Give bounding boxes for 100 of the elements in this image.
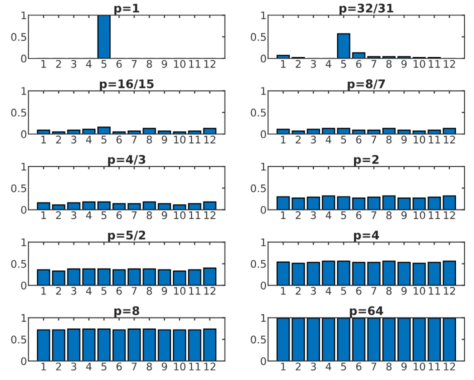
chart-title: p=32/31 [340,4,394,15]
x-tick-label: 10 [174,362,186,370]
x-tick-label: 4 [86,362,92,370]
y-tick-label: 1 [261,12,266,20]
x-tick-label: 11 [189,362,200,370]
chart-title: p=64 [350,306,384,318]
y-tick-label: 0.5 [11,33,26,41]
x-tick-label: 5 [101,362,106,370]
y-tick-label: 0.5 [11,184,26,192]
y-tick-label: 0.5 [250,108,266,117]
y-tick-label: 0.5 [250,33,266,41]
x-tick-label: 3 [310,286,316,295]
chart-title: p=8/7 [348,79,385,91]
x-tick-label: 10 [414,60,426,68]
x-tick-label: 1 [281,211,286,220]
x-tick-label: 10 [174,211,186,220]
y-tick-label: 1 [22,314,26,322]
x-tick-label: 3 [310,211,316,220]
x-tick-label: 2 [56,136,61,144]
x-tick-label: 6 [356,362,362,370]
x-tick-label: 7 [132,211,137,220]
x-tick-label: 7 [371,60,376,68]
x-tick-label: 9 [162,136,168,144]
x-tick-label: 8 [146,362,152,370]
x-tick-label: 8 [386,136,392,144]
x-tick-label: 10 [174,60,186,68]
x-tick-label: 7 [132,136,137,144]
y-tick-label: 0 [260,54,266,63]
y-tick-label: 0 [260,357,266,366]
x-tick-label: 7 [371,362,376,370]
x-tick-label: 5 [341,362,346,370]
x-tick-label: 11 [428,136,440,144]
x-tick-label: 3 [71,60,76,68]
y-tick-label: 1 [261,238,266,246]
x-tick-label: 11 [189,60,200,68]
x-tick-label: 10 [174,136,186,144]
x-tick-label: 10 [414,211,426,220]
x-tick-label: 3 [71,362,76,370]
x-tick-label: 7 [371,211,376,220]
x-tick-label: 1 [41,60,46,68]
x-tick-label: 10 [414,136,426,144]
x-tick-label: 4 [326,60,332,68]
x-tick-label: 3 [310,136,316,144]
x-tick-label: 6 [356,136,362,144]
y-tick-label: 0.5 [11,260,26,268]
x-tick-label: 12 [444,362,455,370]
x-tick-label: 8 [386,362,392,370]
x-tick-label: 8 [386,286,392,295]
x-tick-label: 8 [146,211,152,220]
y-tick-label: 1 [22,12,26,20]
chart-title: p=8 [114,306,140,318]
x-tick-label: 12 [444,211,455,220]
x-tick-label: 9 [162,60,168,68]
x-tick-label: 1 [41,362,46,370]
y-tick-label: 0.5 [11,108,26,117]
x-tick-label: 7 [132,287,137,295]
x-tick-label: 5 [101,136,106,144]
x-tick-label: 10 [414,286,426,295]
x-tick-label: 11 [428,211,440,220]
x-tick-label: 12 [444,286,455,295]
x-tick-label: 6 [356,211,362,220]
y-tick-label: 0 [21,130,26,138]
x-tick-label: 3 [71,211,76,220]
y-tick-label: 0.5 [250,260,266,268]
x-tick-label: 2 [296,211,301,220]
x-tick-label: 8 [386,211,392,220]
x-tick-label: 9 [401,136,407,144]
x-tick-label: 4 [326,287,332,295]
y-tick-label: 1 [22,238,26,246]
x-tick-label: 2 [296,60,301,68]
x-tick-label: 11 [189,136,200,144]
chart-title: p=4 [354,230,380,242]
x-tick-label: 9 [162,211,168,220]
x-tick-label: 5 [341,136,346,144]
x-tick-label: 3 [310,60,316,68]
x-tick-label: 7 [132,60,137,68]
x-tick-label: 2 [56,211,61,220]
y-tick-label: 1 [261,87,266,95]
x-tick-label: 1 [281,287,286,295]
x-tick-label: 8 [386,60,392,68]
x-tick-label: 2 [56,60,61,68]
x-tick-label: 9 [401,60,407,68]
y-tick-label: 0 [21,357,26,366]
y-tick-label: 1 [22,87,26,95]
chart-title: p=5/2 [108,230,146,242]
x-tick-label: 9 [401,286,407,295]
y-tick-label: 0.5 [250,336,266,344]
x-tick-label: 12 [204,211,216,220]
y-tick-label: 0 [260,282,266,290]
x-tick-label: 6 [356,286,362,295]
y-tick-label: 1 [261,314,266,322]
x-tick-label: 5 [341,287,346,295]
x-tick-label: 12 [444,60,455,68]
y-tick-label: 0 [21,282,26,290]
x-tick-label: 5 [101,287,106,295]
x-tick-label: 11 [428,362,440,370]
x-tick-label: 4 [86,287,92,295]
x-tick-label: 9 [401,211,407,220]
x-tick-label: 5 [341,211,346,220]
x-tick-label: 1 [281,136,286,144]
